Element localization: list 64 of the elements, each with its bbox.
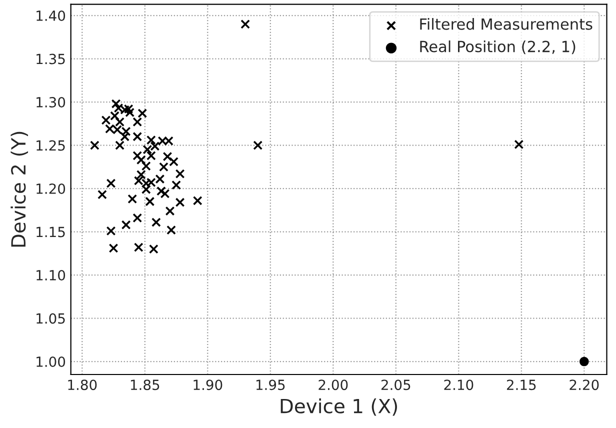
y-tick-label: 1.20 [36, 183, 66, 194]
point [169, 157, 178, 166]
point [141, 184, 151, 194]
point [159, 162, 168, 172]
x-axis-title: Device 1 (X) [280, 398, 397, 416]
point [132, 213, 142, 223]
point [120, 132, 130, 142]
point [160, 189, 170, 198]
point [134, 242, 144, 252]
y-tick-label: 1.10 [36, 270, 66, 280]
point [106, 178, 116, 188]
point [172, 180, 181, 190]
x-tick-label: 1.95 [256, 380, 285, 390]
point [162, 152, 172, 162]
point [151, 218, 161, 227]
x-tick-label: 1.85 [130, 380, 160, 390]
y-tick-label: 1.00 [36, 356, 66, 367]
point [108, 244, 118, 253]
point [111, 99, 121, 108]
x-tick-label: 2.10 [444, 380, 474, 390]
x-tick-label: 1.80 [68, 380, 97, 390]
point [110, 111, 120, 121]
point [141, 161, 151, 171]
point [240, 19, 250, 29]
point [106, 226, 116, 236]
point [148, 244, 158, 254]
x-tick-label: 2.20 [570, 380, 599, 390]
point [146, 150, 156, 160]
point [175, 169, 185, 179]
point [145, 196, 155, 206]
point [90, 140, 100, 150]
point [101, 115, 111, 125]
point [132, 132, 142, 142]
y-tick-label: 1.30 [36, 96, 66, 108]
point [132, 117, 142, 127]
x-tick-label: 1.90 [194, 380, 222, 390]
point [175, 198, 185, 208]
y-axis-title: Device 2 (Y) [10, 132, 28, 247]
y-tick-label: 1.35 [36, 54, 65, 64]
point [115, 140, 124, 150]
point [98, 190, 107, 200]
legend-label: Real Position (2.2, 1) [420, 40, 576, 54]
point [165, 206, 175, 216]
point [253, 140, 263, 150]
point [121, 220, 131, 230]
point [514, 140, 524, 150]
point [166, 225, 176, 235]
point [192, 196, 202, 206]
point [132, 150, 142, 160]
point [136, 170, 146, 180]
x-tick-label: 2.15 [506, 380, 536, 390]
y-tick-label: 1.05 [36, 313, 65, 324]
x-tick-label: 2.00 [318, 380, 348, 390]
point [156, 186, 166, 196]
point [115, 117, 124, 127]
y-tick-label: 1.25 [36, 140, 65, 151]
point [580, 356, 589, 366]
point [138, 108, 148, 118]
y-tick-label: 1.15 [36, 226, 65, 238]
legend-label: Filtered Measurements [420, 18, 592, 30]
point [128, 194, 138, 204]
point [136, 155, 146, 165]
y-tick-label: 1.40 [36, 10, 66, 21]
x-tick-label: 2.05 [381, 380, 410, 390]
